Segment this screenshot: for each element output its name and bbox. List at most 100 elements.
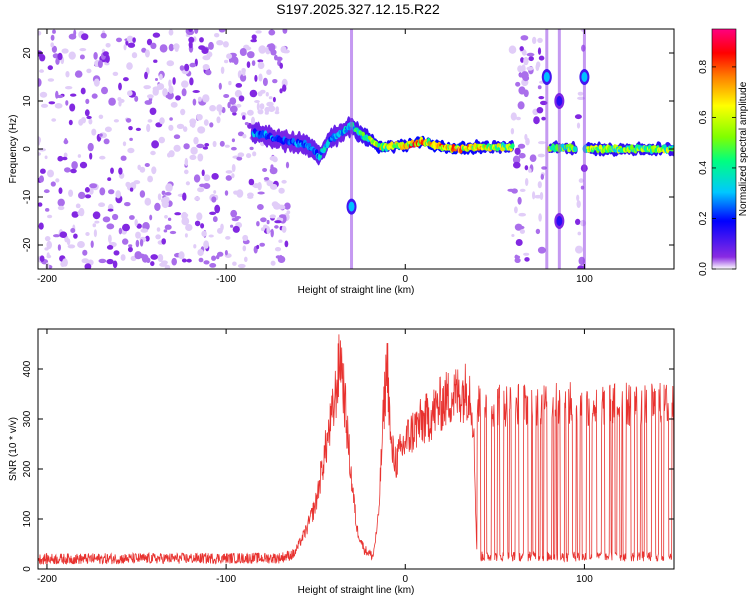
noise-speckle: [63, 152, 68, 158]
noise-speckle: [92, 211, 101, 220]
noise-speckle: [125, 40, 129, 46]
spectral-blob-core: [543, 72, 550, 82]
noise-speckle: [248, 178, 255, 186]
noise-speckle: [116, 37, 122, 43]
noise-speckle: [163, 229, 168, 233]
noise-speckle: [537, 47, 542, 55]
noise-speckle: [127, 147, 135, 154]
noise-speckle: [254, 100, 260, 103]
noise-speckle: [208, 234, 214, 238]
noise-speckle: [98, 258, 107, 264]
ridge-core: [511, 143, 515, 149]
y-tick-label: -20: [22, 237, 33, 252]
noise-speckle: [538, 55, 545, 61]
noise-speckle: [180, 108, 186, 116]
noise-speckle: [90, 240, 94, 248]
noise-speckle: [93, 52, 98, 60]
noise-speckle: [98, 114, 104, 120]
noise-speckle: [129, 137, 133, 141]
colorbar-tick-label: 0.4: [698, 161, 709, 175]
noise-speckle: [51, 118, 57, 122]
noise-speckle: [162, 88, 168, 97]
noise-speckle: [183, 143, 190, 150]
noise-speckle: [231, 164, 236, 172]
noise-speckle: [38, 30, 42, 36]
noise-speckle: [528, 168, 532, 173]
noise-speckle: [70, 228, 76, 233]
noise-speckle: [153, 59, 158, 63]
noise-speckle: [143, 85, 149, 90]
noise-speckle: [268, 29, 276, 36]
noise-speckle: [105, 54, 110, 63]
noise-speckle: [38, 222, 44, 230]
noise-speckle: [196, 143, 205, 149]
noise-speckle: [252, 151, 257, 157]
noise-speckle: [576, 122, 581, 129]
noise-speckle: [61, 48, 69, 54]
noise-speckle: [517, 143, 526, 149]
noise-speckle: [57, 52, 63, 61]
noise-speckle: [123, 44, 127, 51]
noise-speckle: [202, 146, 209, 150]
noise-speckle: [266, 69, 272, 75]
noise-speckle: [578, 178, 584, 183]
noise-speckle: [134, 95, 139, 102]
spectral-streak: [545, 29, 549, 269]
noise-speckle: [263, 177, 270, 181]
noise-speckle: [78, 191, 86, 199]
noise-speckle: [57, 155, 64, 162]
noise-speckle: [536, 61, 541, 68]
noise-speckle: [247, 109, 254, 116]
noise-speckle: [133, 180, 141, 185]
noise-speckle: [536, 107, 544, 114]
snr-series-line: [38, 334, 674, 565]
noise-speckle: [84, 187, 90, 193]
noise-speckle: [112, 260, 118, 269]
noise-speckle: [218, 29, 226, 33]
noise-speckle: [57, 205, 65, 211]
noise-speckle: [521, 49, 527, 56]
y-tick-label: 100: [22, 510, 33, 527]
noise-speckle: [68, 33, 77, 40]
noise-speckle: [188, 41, 193, 49]
noise-speckle: [230, 224, 234, 228]
noise-speckle: [151, 140, 160, 149]
noise-speckle: [229, 105, 238, 113]
noise-speckle: [515, 239, 523, 246]
noise-speckle: [91, 93, 98, 99]
noise-speckle: [269, 214, 276, 219]
spectral-blob-core: [581, 72, 588, 82]
noise-speckle: [118, 82, 122, 91]
noise-speckle: [247, 51, 255, 59]
noise-speckle: [576, 200, 581, 209]
noise-speckle: [73, 233, 78, 239]
noise-speckle: [147, 94, 154, 99]
noise-speckle: [150, 150, 156, 156]
ridge-core: [307, 143, 312, 148]
noise-speckle: [159, 44, 168, 53]
noise-speckle: [108, 97, 116, 106]
noise-speckle: [513, 161, 521, 169]
noise-speckle: [43, 189, 50, 194]
noise-speckle: [184, 157, 188, 167]
noise-speckle: [136, 223, 142, 229]
noise-speckle: [97, 60, 103, 68]
noise-speckle: [533, 116, 540, 125]
noise-speckle: [249, 146, 254, 151]
noise-speckle: [197, 187, 205, 193]
noise-speckle: [113, 119, 119, 123]
x-tick-label: 0: [402, 574, 408, 585]
noise-speckle: [139, 239, 144, 247]
noise-speckle: [525, 178, 529, 186]
noise-speckle: [77, 241, 85, 248]
noise-speckle: [169, 117, 173, 121]
noise-speckle: [89, 152, 93, 160]
ridge-core: [573, 146, 578, 153]
noise-speckle: [237, 152, 245, 158]
noise-speckle: [201, 230, 207, 237]
noise-speckle: [514, 206, 518, 214]
noise-speckle: [69, 103, 76, 112]
noise-speckle: [71, 161, 78, 170]
noise-speckle: [141, 254, 149, 263]
noise-speckle: [224, 190, 229, 196]
